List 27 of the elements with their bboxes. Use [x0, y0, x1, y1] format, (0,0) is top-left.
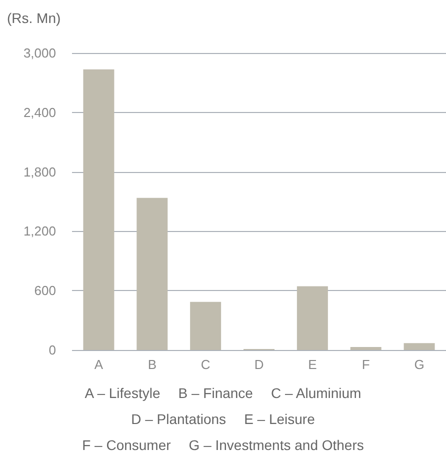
x-tick-label: D — [254, 357, 264, 372]
bar — [136, 198, 168, 350]
text: G – Investments and Others — [188, 437, 364, 453]
x-tick-label: E — [308, 357, 318, 372]
text: C – Aluminium — [270, 385, 362, 401]
text: A – Lifestyle — [84, 385, 160, 401]
x-tick-label: C — [200, 357, 210, 372]
x-tick-label: G — [414, 357, 424, 372]
bar — [83, 69, 114, 350]
bar — [190, 302, 222, 350]
y-tick-label: 3,000 — [23, 46, 56, 60]
bar — [350, 347, 382, 350]
x-tick-label: B — [148, 357, 156, 372]
text: D – Plantations — [131, 411, 226, 427]
text: B – Finance — [178, 385, 253, 401]
y-tick-label: 1,800 — [23, 164, 56, 180]
y-axis-title: (Rs. Mn) — [7, 10, 61, 26]
x-tick-label: A — [94, 357, 104, 372]
x-tick-label: F — [362, 357, 370, 372]
text: F – Consumer — [82, 437, 171, 453]
y-tick-label: 1,200 — [23, 224, 56, 239]
y-tick-label: 0 — [48, 342, 56, 358]
y-tick-label: 600 — [34, 283, 56, 298]
y-tick-label: 2,400 — [23, 104, 56, 120]
bar — [404, 343, 435, 350]
bar — [296, 286, 328, 350]
text: E – Leisure — [244, 411, 315, 427]
